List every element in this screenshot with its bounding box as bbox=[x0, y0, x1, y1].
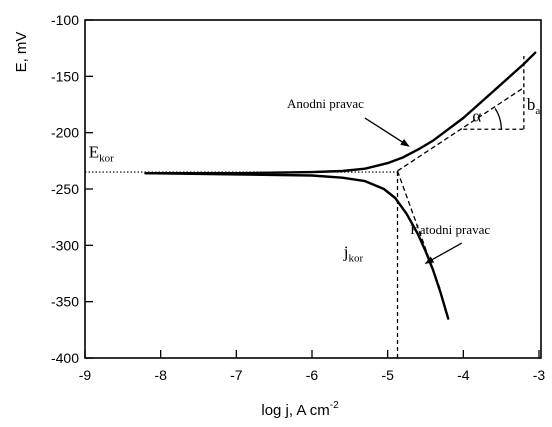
alpha-label-main: α bbox=[472, 106, 481, 125]
b-a-label-subscript: a bbox=[535, 105, 540, 117]
x-tick-label: -6 bbox=[306, 367, 319, 383]
x-tick-label: -7 bbox=[230, 367, 243, 383]
x-tick-label: -5 bbox=[381, 367, 394, 383]
katodni-pravac-label-main: Katodni pravac bbox=[410, 222, 490, 237]
alpha-label: α bbox=[472, 106, 481, 125]
y-axis-title: E, mV bbox=[13, 32, 30, 73]
x-tick-label: -4 bbox=[457, 367, 470, 383]
x-axis-title-text: log j, A cm bbox=[261, 402, 329, 419]
cathodic-branch-curve bbox=[144, 171, 450, 320]
katodni-arrow bbox=[424, 242, 463, 264]
x-axis-title-superscript: -2 bbox=[330, 400, 339, 411]
x-tick-label: -8 bbox=[154, 367, 167, 383]
anodni-arrow bbox=[364, 117, 410, 147]
e-kor-label: Ekor bbox=[89, 142, 114, 164]
b-a-label: ba bbox=[527, 95, 541, 117]
x-axis-ticks: -9 -8 -7 -6 -5 -4 -3 bbox=[79, 350, 546, 383]
x-tick-label: -3 bbox=[533, 367, 546, 383]
katodni-pravac-label: Katodni pravac bbox=[410, 222, 490, 237]
anodic-tafel-line bbox=[397, 87, 525, 172]
y-tick-label: -350 bbox=[51, 294, 79, 310]
y-tick-label: -300 bbox=[51, 237, 79, 253]
b-a-label-main: b bbox=[527, 95, 536, 114]
polarization-curves bbox=[144, 51, 537, 320]
y-axis-ticks: -100 -150 -200 -250 -300 -350 -400 bbox=[51, 12, 93, 366]
y-tick-label: -250 bbox=[51, 181, 79, 197]
plot-frame bbox=[84, 19, 542, 359]
anodni-pravac-label: Anodni pravac bbox=[287, 96, 364, 111]
x-axis-title: log j, A cm-2 bbox=[261, 400, 339, 419]
j-kor-label-main: j bbox=[343, 243, 349, 262]
y-tick-label: -150 bbox=[51, 68, 79, 84]
y-tick-label: -400 bbox=[51, 350, 79, 366]
j-kor-label-subscript: kor bbox=[349, 253, 364, 265]
e-kor-label-main: E bbox=[89, 142, 99, 161]
j-kor-label: jkor bbox=[343, 243, 364, 265]
e-kor-label-subscript: kor bbox=[99, 152, 114, 164]
anodni-pravac-label-main: Anodni pravac bbox=[287, 96, 364, 111]
y-tick-label: -200 bbox=[51, 125, 79, 141]
anodic-branch-curve bbox=[144, 51, 537, 175]
alpha-arc bbox=[494, 108, 502, 130]
x-tick-label: -9 bbox=[79, 367, 92, 383]
y-tick-label: -100 bbox=[51, 12, 79, 28]
tafel-lines bbox=[396, 87, 525, 291]
